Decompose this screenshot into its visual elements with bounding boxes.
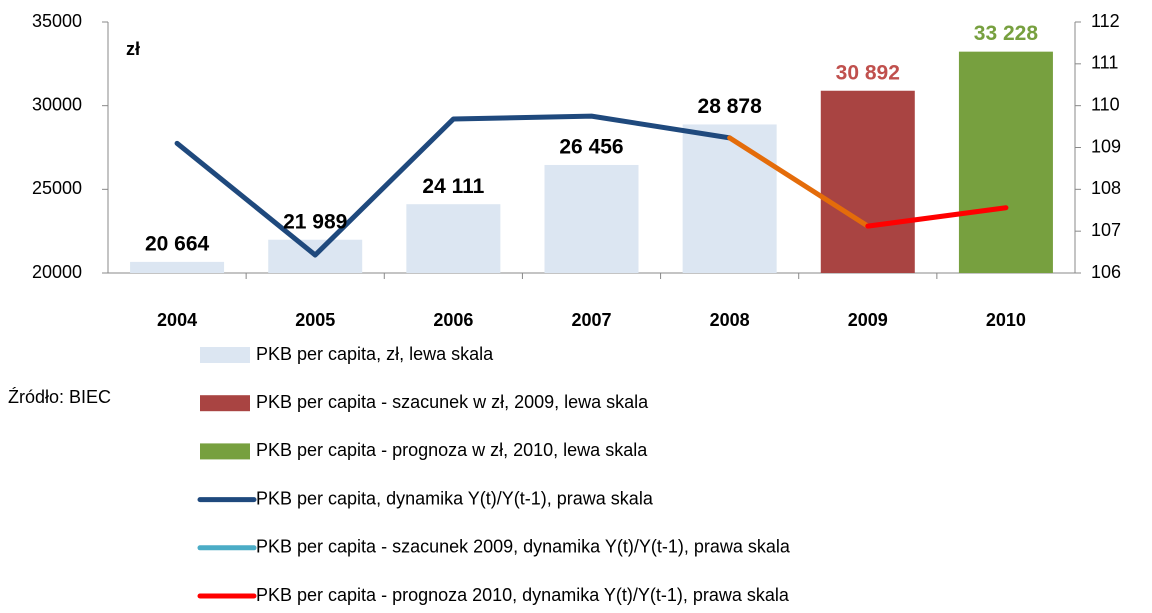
- y2-tick-label: 109: [1091, 136, 1121, 156]
- bar: [130, 261, 225, 273]
- value-label: 28 878: [698, 95, 763, 118]
- legend-swatch: [200, 347, 250, 363]
- value-label: 33 228: [974, 22, 1039, 45]
- bar: [682, 124, 777, 273]
- x-tick-label: 2010: [986, 310, 1026, 330]
- y2-tick-label: 112: [1091, 11, 1120, 31]
- y2-tick-label: 106: [1091, 262, 1121, 282]
- legend-label: PKB per capita - prognoza w zł, 2010, le…: [256, 440, 648, 460]
- y2-tick-label: 107: [1091, 220, 1121, 240]
- unit-label: zł: [126, 39, 140, 59]
- x-tick-label: 2006: [433, 310, 473, 330]
- value-label: 24 111: [422, 175, 484, 198]
- legend-swatch: [200, 443, 250, 460]
- legend-label: PKB per capita - szacunek 2009, dynamika…: [256, 537, 791, 557]
- y2-tick-label: 108: [1091, 178, 1121, 198]
- line: [865, 205, 1009, 229]
- legend-label: PKB per capita - szacunek w zł, 2009, le…: [256, 392, 649, 412]
- y-tick-label: 35000: [32, 11, 82, 31]
- x-tick-label: 2007: [571, 310, 611, 330]
- legend-label: PKB per capita, zł, lewa skala: [256, 344, 494, 364]
- source: Źródło: BIEC: [8, 387, 111, 407]
- bar: [820, 90, 915, 273]
- value-label: 21 989: [283, 210, 347, 233]
- y2-tick-label: 111: [1091, 53, 1118, 73]
- y2-tick-label: 110: [1091, 94, 1120, 114]
- value-label: 30 892: [836, 61, 900, 84]
- line: [727, 135, 871, 229]
- x-tick-label: 2008: [710, 310, 750, 330]
- y-tick-label: 20000: [32, 262, 82, 282]
- legend-label: PKB per capita, dynamika Y(t)/Y(t-1), pr…: [256, 488, 654, 508]
- legend-label: PKB per capita - prognoza 2010, dynamika…: [256, 585, 790, 605]
- x-tick-label: 2005: [295, 310, 335, 330]
- value-label: 26 456: [559, 136, 623, 159]
- bar: [544, 164, 639, 273]
- value-label: 20 664: [145, 232, 210, 255]
- x-tick-label: 2009: [848, 310, 888, 330]
- x-tick-label: 2004: [157, 310, 197, 330]
- line: [174, 113, 733, 258]
- y-tick-label: 25000: [32, 178, 82, 198]
- legend-swatch: [200, 395, 250, 412]
- bar: [406, 204, 501, 273]
- bar: [958, 51, 1053, 274]
- y-tick-label: 30000: [32, 94, 82, 114]
